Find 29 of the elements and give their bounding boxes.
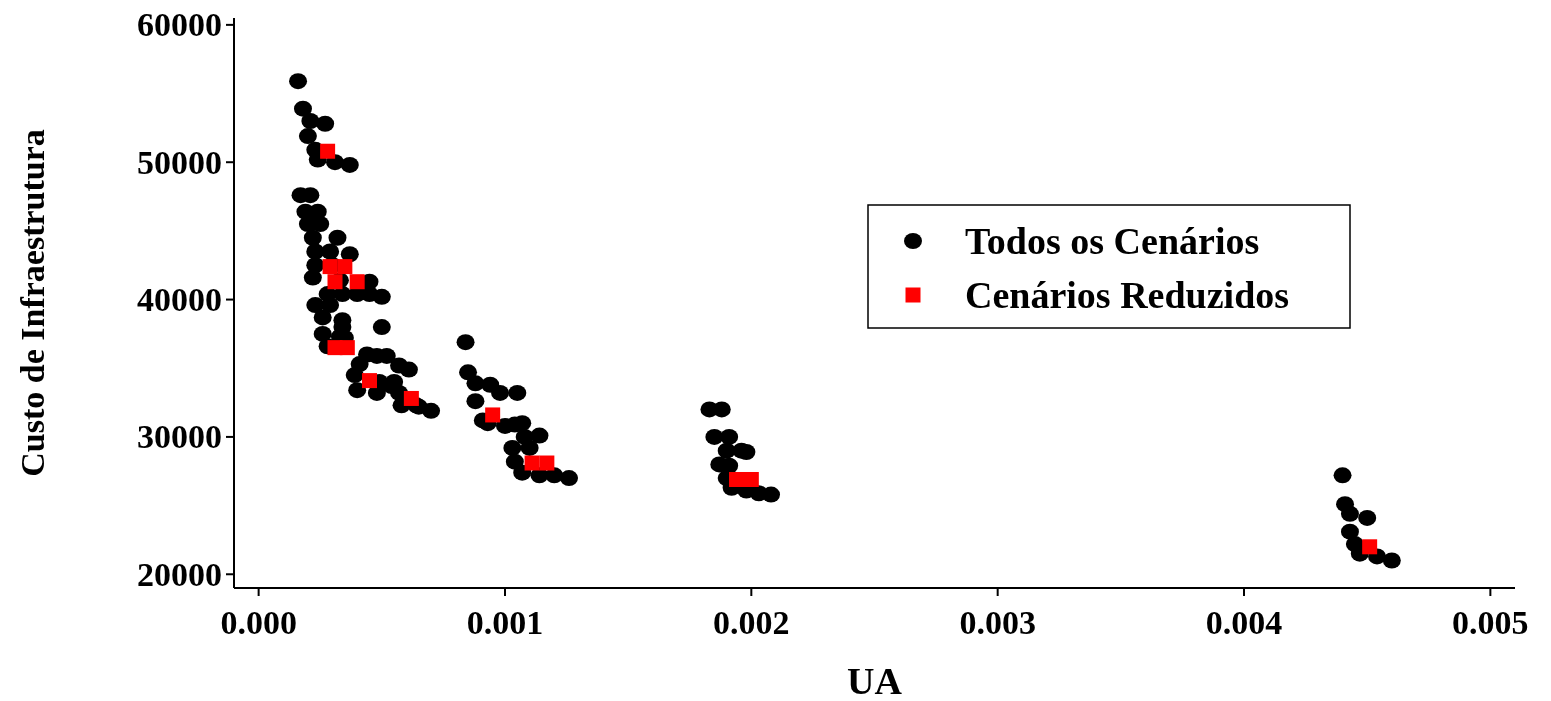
y-axis-title: Custo de Infraestrutura: [14, 129, 51, 477]
x-tick-label: 0.004: [1205, 604, 1283, 641]
point: [327, 274, 343, 290]
point: [729, 471, 745, 487]
y-tick-label: 30000: [137, 418, 222, 456]
point: [339, 340, 355, 356]
y-tick-label: 60000: [137, 6, 222, 44]
y-tick-label: 40000: [137, 281, 222, 319]
point: [743, 471, 759, 487]
point: [524, 455, 540, 471]
y-tick-label: 20000: [137, 555, 222, 593]
point: [322, 259, 338, 275]
point: [485, 407, 501, 423]
point: [403, 390, 419, 406]
point: [349, 274, 365, 290]
x-tick-label: 0.005: [1452, 604, 1529, 641]
x-tick-label: 0.000: [220, 604, 297, 641]
x-tick-label: 0.001: [466, 604, 544, 641]
legend-label: Cenários Reduzidos: [965, 274, 1290, 316]
point: [361, 373, 377, 389]
x-axis-title: UA: [847, 660, 903, 701]
x-tick-label: 0.002: [713, 604, 790, 641]
point: [1362, 539, 1378, 555]
point: [320, 143, 336, 159]
x-tick-label: 0.003: [959, 604, 1036, 641]
legend-label: Todos os Cenários: [965, 220, 1260, 262]
y-tick-label: 50000: [137, 143, 222, 181]
point: [337, 259, 353, 275]
point: [539, 455, 555, 471]
